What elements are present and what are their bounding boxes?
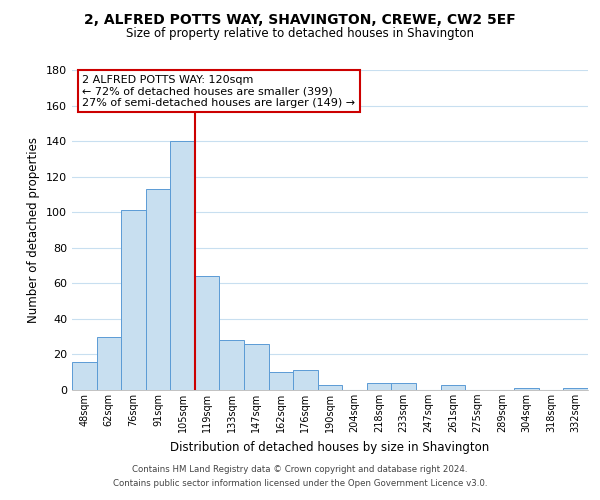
Text: 2, ALFRED POTTS WAY, SHAVINGTON, CREWE, CW2 5EF: 2, ALFRED POTTS WAY, SHAVINGTON, CREWE, …: [84, 12, 516, 26]
Bar: [293, 370, 318, 390]
Bar: [563, 388, 588, 390]
Bar: [72, 362, 97, 390]
Bar: [440, 384, 465, 390]
Bar: [514, 388, 539, 390]
Bar: [318, 384, 342, 390]
Bar: [146, 189, 170, 390]
Bar: [170, 141, 195, 390]
Text: Contains HM Land Registry data © Crown copyright and database right 2024.
Contai: Contains HM Land Registry data © Crown c…: [113, 466, 487, 487]
Text: 2 ALFRED POTTS WAY: 120sqm
← 72% of detached houses are smaller (399)
27% of sem: 2 ALFRED POTTS WAY: 120sqm ← 72% of deta…: [82, 75, 355, 108]
Bar: [269, 372, 293, 390]
Bar: [97, 336, 121, 390]
Text: Size of property relative to detached houses in Shavington: Size of property relative to detached ho…: [126, 28, 474, 40]
Bar: [195, 276, 220, 390]
Bar: [367, 383, 391, 390]
Bar: [220, 340, 244, 390]
Y-axis label: Number of detached properties: Number of detached properties: [28, 137, 40, 323]
X-axis label: Distribution of detached houses by size in Shavington: Distribution of detached houses by size …: [170, 440, 490, 454]
Bar: [391, 383, 416, 390]
Bar: [244, 344, 269, 390]
Bar: [121, 210, 146, 390]
